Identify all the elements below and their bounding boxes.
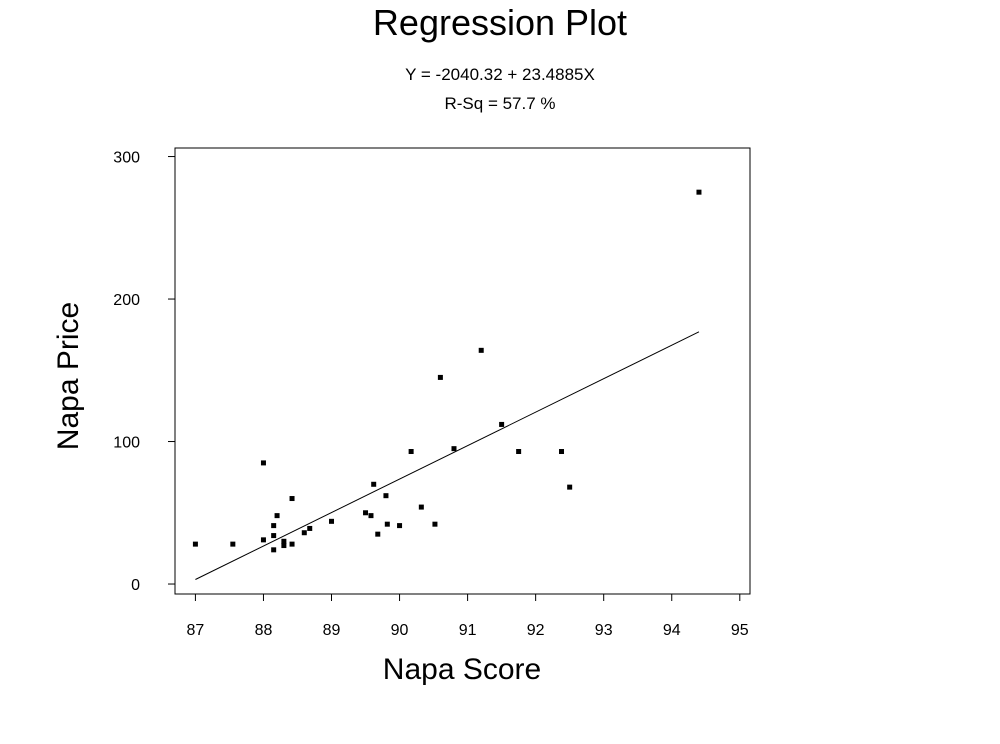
data-points-layer [192, 189, 702, 553]
data-point [559, 449, 565, 455]
data-point [289, 496, 295, 502]
data-point [567, 484, 573, 490]
x-tick-label: 89 [323, 622, 341, 639]
data-point [451, 446, 457, 452]
y-tick-label: 200 [113, 292, 140, 309]
x-axis: 87 88 89 90 91 92 93 94 95 [187, 594, 749, 639]
data-point [363, 510, 369, 516]
y-axis: 0 100 200 300 [113, 150, 175, 594]
y-tick-label: 300 [113, 150, 140, 167]
data-point [384, 521, 390, 527]
data-point [192, 541, 198, 547]
r-squared-label: R-Sq = 57.7 % [444, 94, 556, 113]
data-point [408, 449, 414, 455]
data-point [383, 493, 389, 499]
data-point [281, 538, 287, 544]
y-axis-label: Napa Price [52, 302, 85, 450]
data-point [260, 537, 266, 543]
data-point [329, 518, 335, 524]
data-point [301, 530, 307, 536]
data-point [499, 421, 505, 427]
x-tick-label: 90 [391, 622, 409, 639]
regression-line-layer [195, 331, 700, 580]
data-point [289, 541, 295, 547]
data-point [368, 513, 374, 519]
data-point [271, 533, 277, 539]
data-point [230, 541, 236, 547]
data-point [375, 531, 381, 537]
data-point [371, 481, 377, 487]
y-tick-label: 0 [131, 577, 140, 594]
x-tick-label: 91 [459, 622, 477, 639]
data-point [516, 449, 522, 455]
regression-line [195, 331, 700, 580]
x-axis-label: Napa Score [383, 653, 541, 686]
data-point [260, 460, 266, 466]
plot-area-frame [174, 147, 751, 595]
x-tick-label: 88 [255, 622, 273, 639]
x-tick-label: 93 [595, 622, 613, 639]
data-point [418, 504, 424, 510]
x-tick-label: 87 [187, 622, 205, 639]
data-point [307, 525, 313, 531]
data-point [478, 347, 484, 353]
data-point [271, 523, 277, 529]
y-tick-label: 100 [113, 435, 140, 452]
data-point [437, 374, 443, 380]
chart-title: Regression Plot [372, 2, 628, 43]
data-point [274, 513, 280, 519]
x-tick-label: 92 [527, 622, 545, 639]
data-point [281, 543, 287, 549]
regression-equation: Y = -2040.32 + 23.4885X [405, 65, 595, 84]
data-point [696, 189, 702, 195]
data-point [271, 547, 277, 553]
x-tick-label: 94 [663, 622, 681, 639]
x-tick-label: 95 [731, 622, 749, 639]
data-point [397, 523, 403, 529]
data-point [432, 521, 438, 527]
